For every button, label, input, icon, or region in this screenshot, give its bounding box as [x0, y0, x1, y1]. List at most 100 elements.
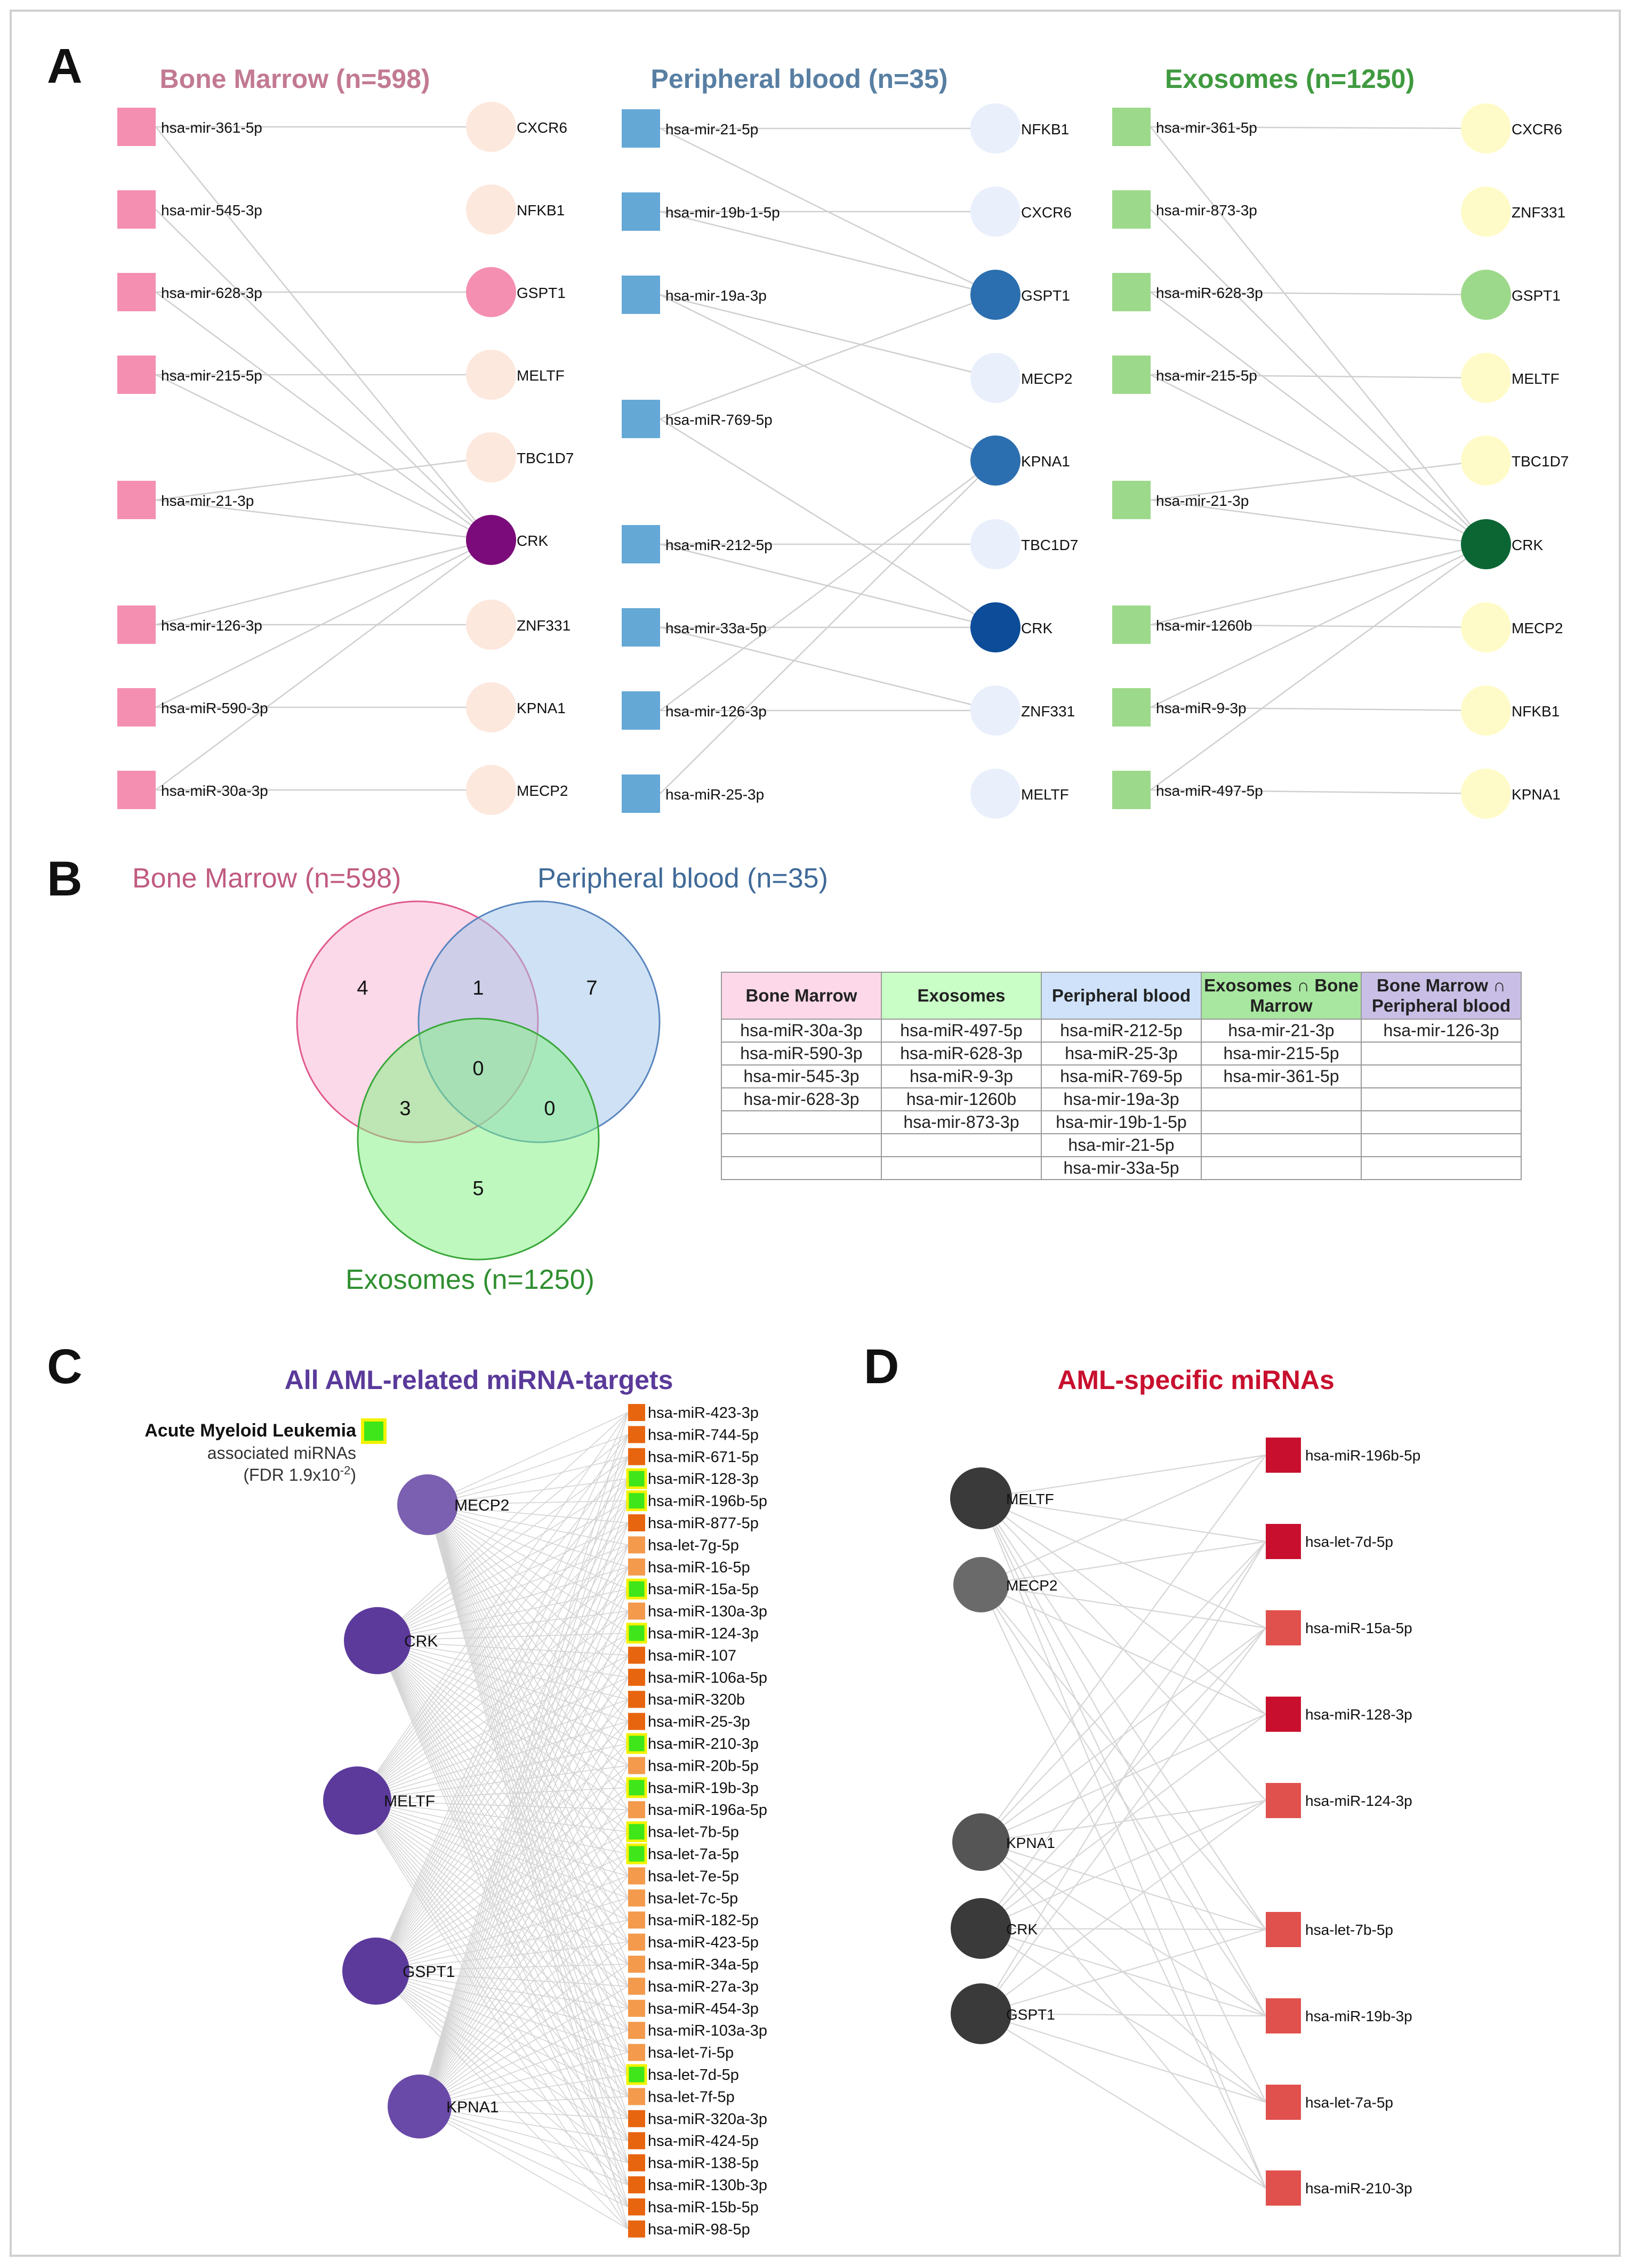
mirna-node-label: hsa-miR-744-5p: [648, 1426, 759, 1443]
table-cell: [1361, 1087, 1522, 1111]
mirna-node-label: hsa-mir-545-3p: [161, 202, 262, 219]
network-edge: [1150, 543, 1487, 791]
network-edge: [427, 1504, 629, 1700]
target-node-znf331: [1461, 187, 1511, 237]
network-edge: [357, 1765, 629, 1801]
target-node-label: GSPT1: [1021, 287, 1070, 304]
mirna-node-label: hsa-mir-21-3p: [1156, 493, 1249, 509]
target-node-label: NFKB1: [517, 202, 565, 219]
table-cell: [721, 1156, 882, 1180]
mirna-node-label: hsa-mir-126-3p: [161, 617, 262, 634]
network-edge: [427, 1504, 629, 1568]
legend-fdr-exp: -2: [340, 1464, 351, 1477]
mirna-node: [628, 1536, 645, 1554]
network-edge: [981, 1800, 1266, 2014]
network-edge: [377, 1640, 629, 1656]
mirna-node-label: hsa-let-7a-5p: [1305, 2094, 1393, 2111]
network-edge: [427, 1504, 629, 1899]
network-edge: [660, 459, 996, 712]
panel-d-network: MELTF MECP2 KPNA1 CRK GSPT1 hsa-miR-196b-5p hs…: [950, 1438, 1420, 2206]
mirna-node: [622, 774, 660, 813]
network-edge: [375, 1971, 629, 2185]
mirna-node-aml: [626, 1623, 647, 1644]
mirna-node-label: hsa-miR-124-3p: [648, 1625, 759, 1642]
network-edge: [375, 1971, 629, 2207]
network-edge: [427, 1504, 629, 1766]
mirna-node: [117, 356, 156, 394]
venn-count-pb-only: 7: [586, 977, 597, 999]
venn-count-bm-pb: 1: [472, 977, 484, 999]
mirna-node: [1266, 2085, 1301, 2120]
network-edge: [357, 1800, 629, 2097]
network-edge: [357, 1610, 629, 1801]
network-edge: [357, 1800, 629, 1877]
table-cell: hsa-mir-545-3p: [721, 1064, 882, 1088]
target-node-tbc1d7: [970, 519, 1021, 569]
target-node-label: ZNF331: [1021, 703, 1075, 720]
network-edge: [155, 291, 492, 541]
mirna-node-aml: [626, 1821, 647, 1843]
network-edge: [357, 1743, 629, 1801]
network-edge: [981, 2013, 1266, 2189]
table-cell: hsa-miR-25-3p: [1041, 1042, 1202, 1066]
mirna-node: [1266, 2170, 1301, 2206]
network-title: Bone Marrow (n=598): [159, 64, 430, 94]
table-cell: [1201, 1133, 1362, 1157]
table-cell: [1201, 1087, 1362, 1111]
table-cell: [1361, 1133, 1522, 1157]
mirna-node-label: hsa-mir-873-3p: [1156, 202, 1257, 219]
network-edge: [427, 1412, 629, 1505]
target-node-cxcr6: [970, 187, 1021, 237]
mirna-node-label: hsa-mir-21-3p: [161, 493, 254, 509]
target-node-label: GSPT1: [517, 285, 566, 301]
network-edge: [981, 1584, 1266, 1930]
target-node-label: KPNA1: [1512, 786, 1561, 803]
mirna-node: [628, 1691, 645, 1708]
mirna-node-label: hsa-miR-210-3p: [648, 1736, 759, 1753]
network-edge: [1150, 499, 1487, 545]
network-edge: [419, 2106, 629, 2208]
network-edge: [377, 1640, 629, 2075]
mirna-node-label: hsa-let-7b-5p: [1305, 1922, 1393, 1938]
network-edge: [419, 1721, 629, 2107]
network-edge: [419, 1765, 629, 2107]
mirna-node: [1112, 771, 1151, 809]
network-edge: [357, 1800, 629, 2164]
mirna-node-label: hsa-let-7a-5p: [648, 1846, 739, 1863]
venn-label-peripheral-blood: Peripheral blood (n=35): [537, 863, 828, 894]
network-edge: [357, 1800, 629, 2230]
mirna-node: [117, 481, 156, 519]
panel-c-network: MECP2 CRK MELTF GSPT1 KPNA1 hsa-miR-423-3p hsa…: [323, 1404, 767, 2238]
mirna-node-label: hsa-let-7i-5p: [648, 2045, 734, 2062]
network-edge: [377, 1640, 629, 1965]
mirna-node: [622, 276, 660, 314]
network-edge: [660, 211, 996, 296]
network-edge: [427, 1478, 629, 1505]
table-row: hsa-mir-873-3p hsa-mir-19b-1-5p: [721, 1110, 1522, 1134]
mirna-node: [628, 2110, 645, 2127]
table-cell: hsa-miR-628-3p: [881, 1042, 1042, 1066]
mirna-node-label: hsa-let-7d-5p: [648, 2067, 739, 2084]
panel-c-letter: C: [47, 1339, 82, 1394]
network-edge: [377, 1544, 629, 1641]
mirna-node: [628, 1867, 645, 1885]
mirna-node-label: hsa-miR-9-3p: [1156, 700, 1247, 716]
mirna-node-label: hsa-miR-877-5p: [648, 1515, 759, 1532]
target-node-gspt1: [466, 267, 516, 317]
network-edge: [427, 1504, 629, 1833]
table-cell: [1361, 1064, 1522, 1088]
figure-frame: [10, 10, 1621, 2257]
panel-a-letter: A: [47, 39, 82, 93]
table-cell: hsa-mir-19b-1-5p: [1041, 1110, 1202, 1134]
network-edge: [377, 1633, 629, 1641]
mirna-node-label: hsa-miR-103a-3p: [648, 2022, 767, 2039]
target-node-label: KPNA1: [517, 700, 566, 716]
table-cell: hsa-miR-497-5p: [881, 1019, 1042, 1043]
network-edge: [427, 1504, 629, 1920]
network-edge: [427, 1504, 629, 2031]
network-edge: [427, 1504, 629, 1678]
target-node-label: CRK: [1512, 537, 1543, 553]
mirna-node: [117, 108, 156, 146]
network-edge: [427, 1504, 629, 1788]
network-edge: [427, 1500, 629, 1505]
